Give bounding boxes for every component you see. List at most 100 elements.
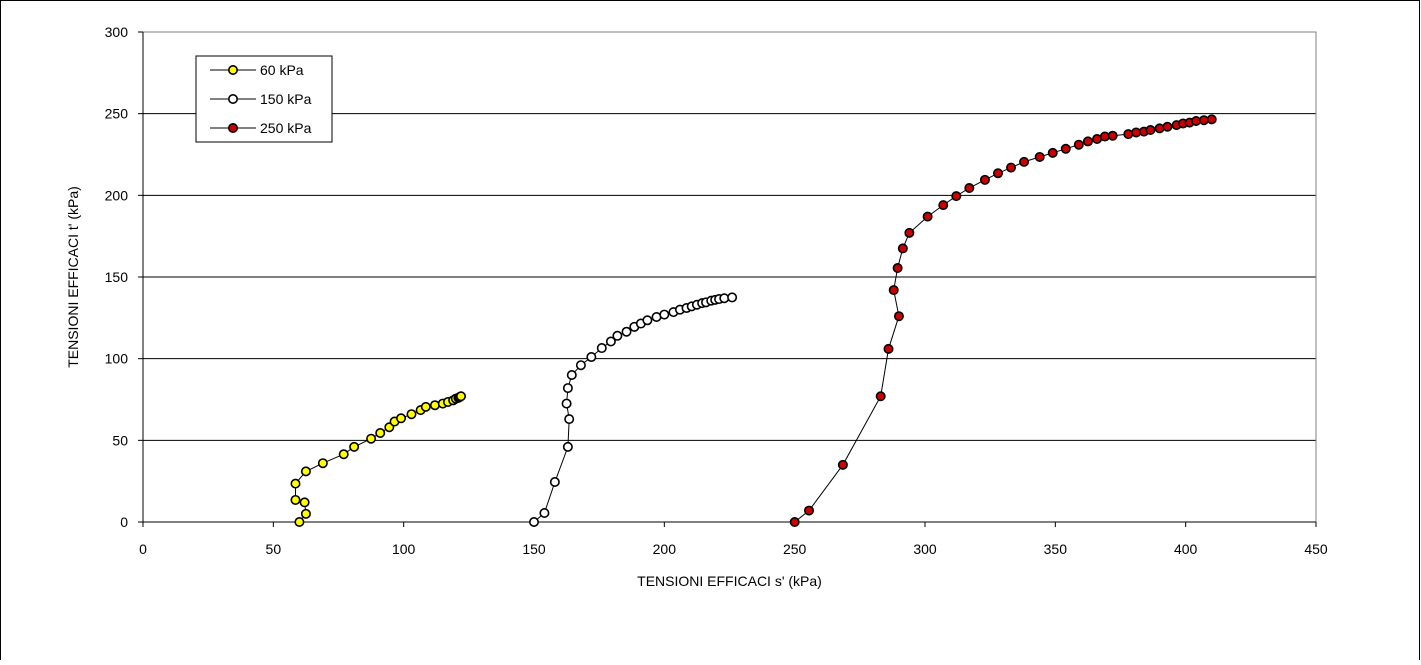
data-point bbox=[299, 497, 310, 508]
data-point bbox=[1123, 129, 1134, 140]
data-point bbox=[642, 315, 653, 326]
y-tick-label: 0 bbox=[120, 514, 128, 530]
axes bbox=[138, 31, 1317, 527]
legend-label: 250 kPa bbox=[260, 120, 312, 136]
y-tick-label: 150 bbox=[105, 269, 129, 285]
x-tick-label: 300 bbox=[913, 541, 937, 557]
data-point bbox=[406, 409, 417, 420]
data-point bbox=[429, 400, 440, 411]
data-point bbox=[1145, 125, 1156, 136]
data-point bbox=[290, 478, 301, 489]
legend-marker bbox=[228, 123, 239, 134]
x-axis-label: TENSIONI EFFICACI s' (kPa) bbox=[637, 573, 822, 589]
data-point bbox=[892, 263, 903, 274]
x-tick-label: 350 bbox=[1044, 541, 1068, 557]
data-point bbox=[922, 211, 933, 222]
data-point bbox=[979, 174, 990, 185]
data-point bbox=[938, 200, 949, 211]
legend-item-1: 60 kPa bbox=[210, 62, 304, 78]
legend-label: 60 kPa bbox=[260, 62, 304, 78]
data-point bbox=[562, 441, 573, 452]
data-point bbox=[1073, 139, 1084, 150]
data-point bbox=[300, 466, 311, 477]
data-point bbox=[396, 413, 407, 424]
data-point bbox=[375, 427, 386, 438]
legend-item-2: 150 kPa bbox=[210, 91, 312, 107]
legend-marker bbox=[228, 65, 239, 76]
x-tick-label: 400 bbox=[1174, 541, 1198, 557]
series-1 bbox=[290, 391, 467, 527]
series-3 bbox=[789, 114, 1217, 527]
data-point bbox=[420, 401, 431, 412]
data-point bbox=[727, 292, 738, 303]
data-point bbox=[366, 433, 377, 444]
data-point bbox=[1206, 114, 1217, 125]
data-point bbox=[1034, 151, 1045, 162]
x-tick-label: 100 bbox=[392, 541, 416, 557]
data-point bbox=[897, 243, 908, 254]
x-tick-labels: 0 50 100 150 200 250 300 350 400 450 bbox=[139, 541, 1328, 557]
legend-label: 150 kPa bbox=[260, 91, 312, 107]
data-point bbox=[951, 191, 962, 202]
data-point bbox=[561, 398, 572, 409]
data-point bbox=[659, 309, 670, 320]
x-tick-label: 150 bbox=[522, 541, 546, 557]
data-point bbox=[300, 508, 311, 519]
data-point bbox=[1162, 121, 1173, 132]
data-point bbox=[539, 508, 550, 519]
x-tick-label: 0 bbox=[139, 541, 147, 557]
y-tick-labels: 0 50 100 150 200 250 300 bbox=[105, 24, 129, 530]
data-point bbox=[964, 182, 975, 193]
data-point bbox=[575, 360, 586, 371]
legend: 60 kPa 150 kPa 250 kPa bbox=[195, 55, 333, 143]
data-point bbox=[1154, 123, 1165, 134]
series-layer bbox=[290, 114, 1217, 527]
data-point bbox=[294, 516, 305, 527]
x-tick-label: 200 bbox=[653, 541, 677, 557]
data-point bbox=[290, 494, 301, 505]
x-tick-label: 50 bbox=[266, 541, 282, 557]
data-point bbox=[875, 391, 886, 402]
data-point bbox=[349, 441, 360, 452]
data-point bbox=[888, 285, 899, 296]
data-point bbox=[1019, 156, 1030, 167]
data-point bbox=[804, 505, 815, 516]
data-point bbox=[586, 352, 597, 363]
data-point bbox=[621, 326, 632, 337]
y-tick-label: 300 bbox=[105, 24, 129, 40]
data-point bbox=[605, 336, 616, 347]
y-tick-label: 250 bbox=[105, 106, 129, 122]
y-tick-label: 50 bbox=[112, 432, 128, 448]
y-tick-label: 200 bbox=[105, 187, 129, 203]
legend-marker bbox=[228, 94, 239, 105]
data-point bbox=[1006, 162, 1017, 173]
x-tick-label: 250 bbox=[783, 541, 807, 557]
data-point bbox=[893, 311, 904, 322]
data-point bbox=[904, 227, 915, 238]
series-2 bbox=[528, 292, 738, 527]
data-point bbox=[1082, 136, 1093, 147]
data-point bbox=[562, 383, 573, 394]
data-point bbox=[317, 458, 328, 469]
data-point bbox=[1047, 147, 1058, 158]
data-point bbox=[338, 449, 349, 460]
data-point bbox=[883, 343, 894, 354]
data-point bbox=[612, 330, 623, 341]
y-tick-label: 100 bbox=[105, 351, 129, 367]
data-point bbox=[528, 516, 539, 527]
data-point bbox=[456, 391, 467, 402]
data-point bbox=[549, 476, 560, 487]
data-point bbox=[564, 414, 575, 425]
data-point bbox=[566, 369, 577, 380]
y-axis-label: TENSIONI EFFICACI t' (kPa) bbox=[65, 186, 81, 368]
legend-item-3: 250 kPa bbox=[210, 120, 312, 136]
data-point bbox=[596, 343, 607, 354]
data-point bbox=[1107, 130, 1118, 141]
data-point bbox=[789, 516, 800, 527]
data-point bbox=[837, 459, 848, 470]
x-tick-label: 450 bbox=[1304, 541, 1328, 557]
data-point bbox=[1060, 143, 1071, 154]
data-point bbox=[992, 168, 1003, 179]
